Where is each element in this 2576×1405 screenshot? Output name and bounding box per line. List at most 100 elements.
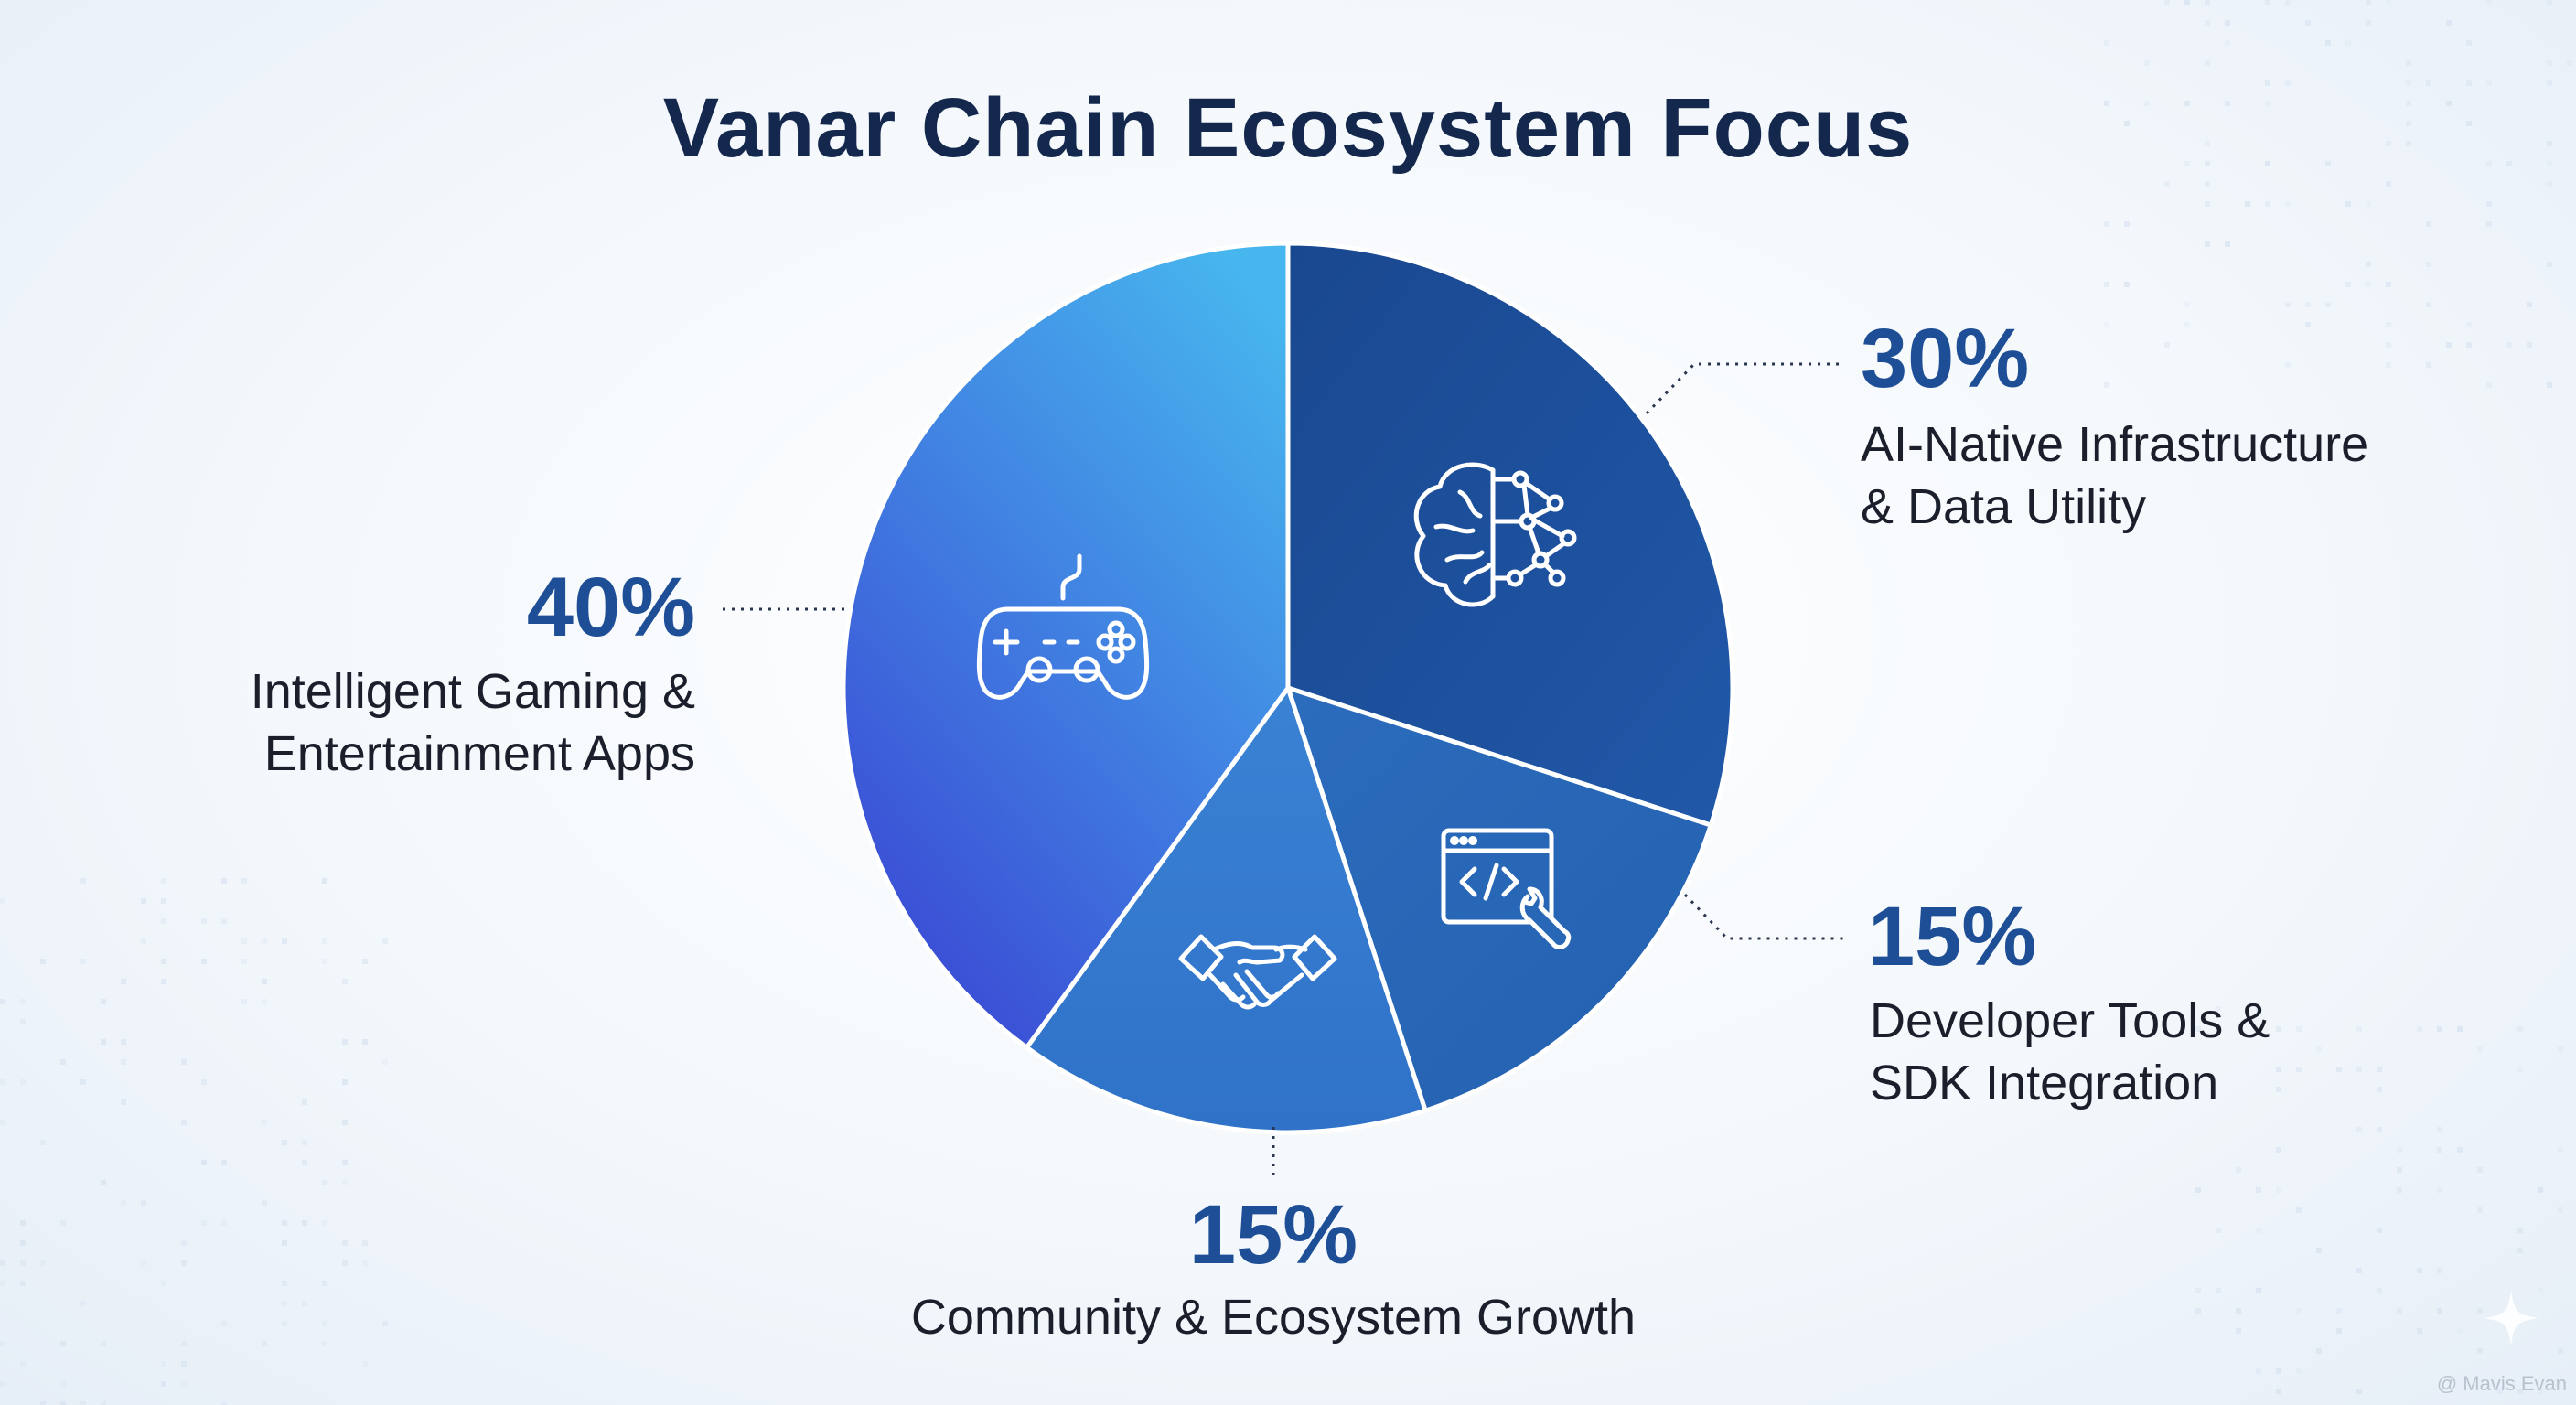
background-dot xyxy=(342,1160,348,1165)
background-dot xyxy=(201,1220,207,1226)
background-dot xyxy=(2547,80,2552,86)
background-dot xyxy=(2437,1187,2442,1193)
background-dot xyxy=(2446,342,2452,348)
background-dot xyxy=(2104,101,2109,106)
background-dot xyxy=(141,1260,146,1266)
background-dot xyxy=(60,1341,66,1346)
background-dot xyxy=(322,1220,327,1226)
background-dot xyxy=(2256,1006,2261,1012)
background-dot xyxy=(2417,1328,2422,1334)
background-dot xyxy=(2225,20,2230,26)
background-dot xyxy=(2497,1389,2503,1394)
background-dot xyxy=(101,1039,106,1045)
background-dot xyxy=(60,1220,66,1226)
background-dot xyxy=(121,1039,126,1045)
background-dot xyxy=(2386,181,2391,187)
background-dot xyxy=(0,898,5,904)
background-dot xyxy=(2296,1067,2302,1072)
background-dot xyxy=(181,1059,187,1065)
background-dot xyxy=(2184,161,2190,166)
background-dot xyxy=(221,878,227,884)
background-dot xyxy=(382,1321,388,1326)
background-dot xyxy=(2276,1067,2281,1072)
background-dot xyxy=(0,1120,5,1125)
background-dot xyxy=(80,1401,86,1405)
gaming-label-line1: Intelligent Gaming & xyxy=(250,664,695,719)
background-dot xyxy=(342,1039,348,1045)
background-dot xyxy=(20,1079,26,1085)
background-dot xyxy=(2466,40,2472,46)
sparkle-icon xyxy=(2484,1291,2538,1346)
background-dot xyxy=(2538,1288,2543,1293)
background-dot xyxy=(302,1099,307,1105)
background-dot xyxy=(2517,1228,2523,1233)
background-dot xyxy=(2406,80,2411,86)
background-dot xyxy=(2457,1147,2463,1153)
background-dot xyxy=(2124,121,2130,126)
background-dot xyxy=(2245,201,2250,207)
background-dot xyxy=(2558,1046,2563,1052)
background-dot xyxy=(2184,101,2190,106)
code-window-wrench-icon xyxy=(1441,828,1572,949)
background-dot xyxy=(2225,40,2230,46)
background-dot xyxy=(2527,302,2532,307)
background-dot xyxy=(2397,1147,2402,1153)
background-dot xyxy=(2225,241,2230,247)
background-dot xyxy=(201,918,207,924)
background-dot xyxy=(362,1361,368,1367)
background-dot xyxy=(2316,1248,2322,1253)
background-dot xyxy=(322,878,327,884)
background-dot xyxy=(2386,342,2391,348)
background-dot xyxy=(2144,101,2150,106)
background-dot xyxy=(2356,1067,2362,1072)
background-dot xyxy=(2124,282,2130,287)
ai-infrastructure-label-line2: & Data Utility xyxy=(1861,479,2147,534)
background-dot xyxy=(2377,1228,2382,1233)
background-dot xyxy=(221,1160,227,1165)
background-dot xyxy=(262,999,267,1004)
background-dot xyxy=(2205,181,2210,187)
background-dot xyxy=(20,1361,26,1367)
background-dot xyxy=(2216,1228,2221,1233)
background-dot xyxy=(2377,1067,2382,1072)
background-dot xyxy=(2457,1026,2463,1032)
background-dot xyxy=(382,938,388,944)
background-dot xyxy=(2366,201,2371,207)
background-dot xyxy=(2345,40,2351,46)
background-dot xyxy=(2345,201,2351,207)
background-dot xyxy=(2547,60,2552,66)
background-dot xyxy=(80,878,86,884)
background-dot xyxy=(2397,1308,2402,1314)
background-dot xyxy=(2547,141,2552,146)
background-dot xyxy=(2256,1228,2261,1233)
background-dot xyxy=(161,959,166,964)
background-dot xyxy=(2225,101,2230,106)
background-dot xyxy=(2316,1046,2322,1052)
background-dot xyxy=(2406,101,2411,106)
background-dot xyxy=(141,898,146,904)
background-dot xyxy=(2437,1308,2442,1314)
background-dot xyxy=(2426,221,2431,227)
background-dot xyxy=(2195,1187,2201,1193)
background-dot xyxy=(2144,60,2150,66)
background-dot xyxy=(2276,1389,2281,1394)
background-dot xyxy=(2336,1308,2342,1314)
background-dot xyxy=(2477,1167,2483,1173)
background-dot xyxy=(0,1079,5,1085)
background-dot xyxy=(2285,80,2291,86)
gaming-label-line2: Entertainment Apps xyxy=(263,726,695,781)
background-dot xyxy=(242,959,247,964)
background-dot xyxy=(2216,1288,2221,1293)
background-dot xyxy=(2256,1187,2261,1193)
background-dot xyxy=(20,1260,26,1266)
background-dot xyxy=(40,1401,46,1405)
background-dot xyxy=(2104,40,2109,46)
background-dot xyxy=(342,1240,348,1246)
background-dot xyxy=(2547,262,2552,267)
background-dot xyxy=(2477,1308,2483,1314)
background-dot xyxy=(2184,302,2190,307)
background-dot xyxy=(2446,101,2452,106)
background-dot xyxy=(0,1260,5,1266)
chart-title: Vanar Chain Ecosystem Focus xyxy=(662,81,1914,175)
